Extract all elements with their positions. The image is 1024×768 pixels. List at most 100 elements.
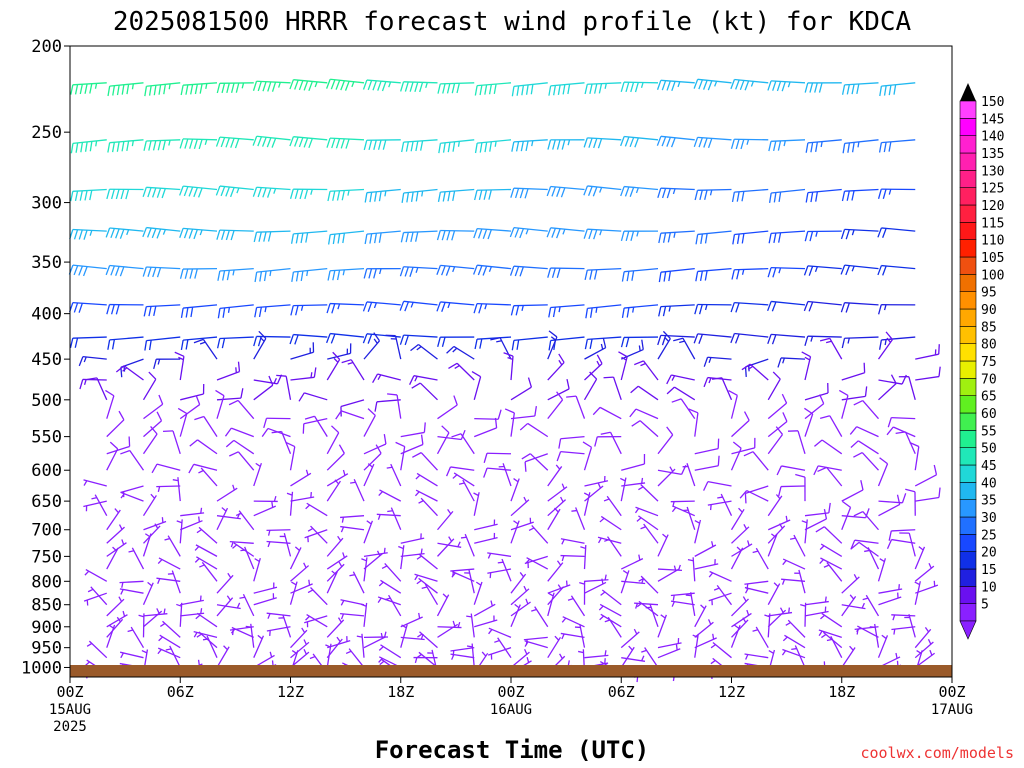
wind-barb-half-feather [531,140,534,147]
wind-barb-half-feather [361,558,367,562]
wind-barb [657,187,695,199]
wind-barb-staff [418,343,438,360]
wind-barb [106,524,125,544]
wind-barb-staff [120,491,144,502]
wind-barb-staff [106,598,125,617]
wind-barb-feather [473,303,478,314]
wind-barb-half-feather [232,544,238,549]
wind-barb-half-feather [561,617,567,623]
wind-barb-feather [340,80,345,91]
wind-barb-feather [267,231,272,242]
wind-barb [399,334,438,346]
wind-barb-half-feather [377,374,382,380]
wind-barb-half-feather [752,550,759,554]
wind-barb-half-feather [398,545,404,550]
wind-barb [580,545,587,570]
wind-barb-half-feather [707,619,712,625]
wind-barb-feather [667,232,671,243]
wind-barb-feather [877,265,883,276]
colorbar-swatch [959,256,977,275]
wind-barb [364,230,401,245]
colorbar-label: 135 [981,147,1004,162]
wind-barb-feather [189,439,198,447]
wind-barb-staff [450,466,475,471]
wind-barb-half-feather [350,481,356,484]
wind-barb-staff [219,304,254,310]
wind-barb-staff [219,229,254,232]
wind-barb [730,624,741,648]
wind-barb-half-feather [401,624,407,629]
wind-barb-feather [588,229,593,240]
wind-barb [487,647,512,660]
wind-barb [504,408,515,437]
wind-barb-feather [772,371,781,380]
wind-barb [450,653,475,660]
wind-barb-feather [381,81,387,92]
wind-barb-feather [254,271,258,283]
wind-barb-feather [79,190,83,201]
wind-barb-staff [120,485,144,494]
wind-barb [692,633,699,658]
wind-barb-staff [219,268,254,272]
wind-barb-half-feather [601,578,604,585]
wind-barb-staff [326,452,345,471]
wind-barb [340,515,365,523]
wind-barb [437,429,466,441]
wind-barb-feather [84,83,88,94]
wind-barb-staff [623,81,659,84]
wind-barb-half-feather [752,629,759,632]
wind-barb-staff [440,139,475,144]
wind-barb-half-feather [750,81,754,87]
wind-barb [107,336,144,350]
wind-barb-feather [157,140,162,151]
wind-barb-staff [82,378,107,381]
wind-barb-staff [878,503,901,517]
wind-barb [730,301,769,313]
wind-barb [350,478,365,502]
wind-barb [804,509,828,531]
wind-barb-half-feather [300,305,304,311]
wind-barb-half-feather [713,587,720,591]
wind-barb-half-feather [163,608,166,615]
wind-barb-half-feather [83,356,87,363]
wind-barb [473,227,512,240]
wind-barb [91,494,108,517]
wind-barb-feather [663,271,667,282]
wind-barb-feather [845,302,850,313]
wind-barb-half-feather [200,608,203,614]
wind-barb-staff [146,139,181,142]
wind-barb-staff [877,635,889,658]
wind-barb-staff [694,544,717,557]
wind-barb-staff [584,581,607,594]
wind-barb [290,627,308,649]
wind-barb-feather [589,307,593,318]
x-tick-label: 06Z [167,683,194,701]
wind-barb-feather [221,83,226,94]
colorbar-swatch [959,551,977,570]
wind-barb-staff [476,188,512,191]
wind-barb-staff [547,562,564,582]
wind-barb [381,562,402,582]
wind-barb [180,507,205,517]
wind-barb-half-feather [141,649,148,654]
wind-barb-half-feather [120,493,125,499]
wind-barb-half-feather [172,479,179,482]
wind-barb [694,455,720,471]
wind-barb-feather [631,420,641,427]
colorbar-label: 80 [981,338,997,353]
wind-barb-half-feather [736,546,742,552]
wind-barb [558,435,585,449]
wind-barb [730,507,745,531]
wind-barb-half-feather [91,496,97,500]
wind-barb-feather [156,228,162,239]
wind-barb [142,186,181,199]
wind-barb [119,588,144,595]
wind-barb-feather [228,399,239,406]
wind-barb-half-feather [744,588,749,594]
wind-barb-half-feather [708,572,714,578]
wind-barb [658,268,695,283]
wind-barb-half-feather [221,507,227,512]
wind-barb-half-feather [879,558,885,563]
wind-barb [326,561,345,582]
wind-barb-feather [589,338,593,349]
